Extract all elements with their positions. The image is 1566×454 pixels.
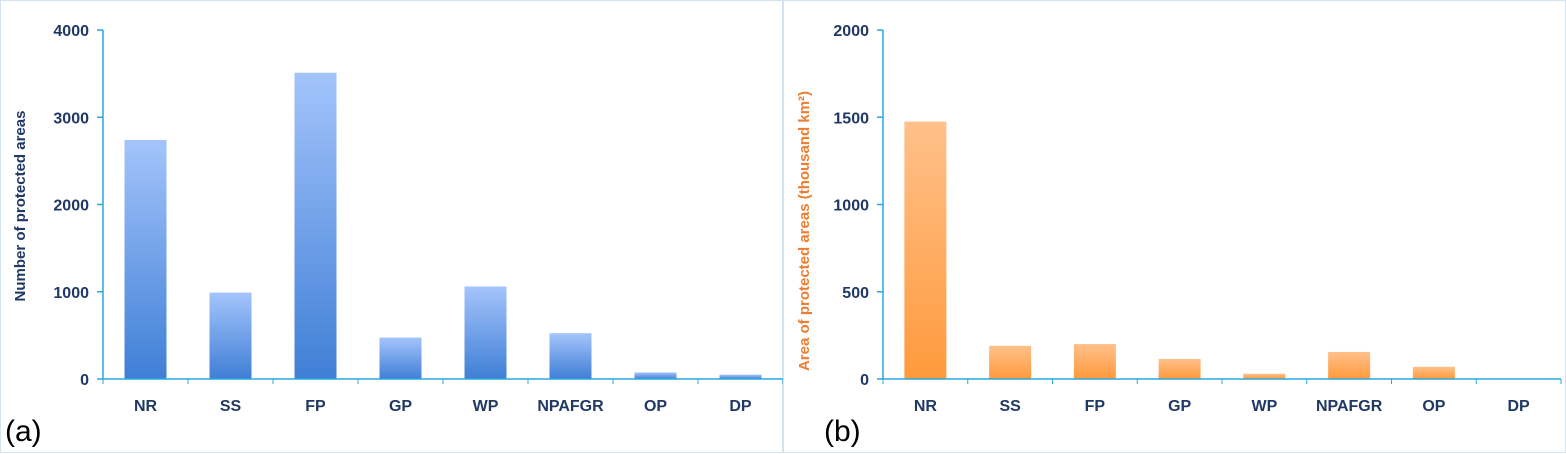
y-tick-label: 1000 — [833, 198, 869, 215]
x-tick-label: NPAFGR — [537, 398, 604, 415]
x-tick-label: NPAFGR — [1316, 398, 1383, 415]
bar-nr — [124, 139, 167, 379]
x-tick-label: NR — [914, 398, 938, 415]
bar-op — [634, 372, 677, 379]
x-tick-label: FP — [305, 398, 326, 415]
bar-wp — [1243, 373, 1286, 379]
chart-panel-b: NR SS FP GP WP NPAFGR OP DP 0 500 1000 1500 2000 Are… — [783, 0, 1566, 453]
x-tick-label: DP — [1508, 398, 1531, 415]
y-tick-label: 2000 — [53, 198, 89, 215]
bar-wp — [464, 286, 507, 379]
bar-npafgr — [1328, 351, 1371, 379]
bar-fp — [1073, 344, 1116, 379]
bar-npafgr — [549, 333, 592, 379]
bar-ss — [209, 292, 252, 379]
bar-gp — [379, 337, 422, 379]
bar-fp — [294, 72, 337, 379]
x-tick-label: OP — [644, 398, 667, 415]
x-tick-label: WP — [1251, 398, 1277, 415]
x-tick-label: SS — [999, 398, 1021, 415]
y-tick-label: 1500 — [833, 110, 869, 127]
y-tick-label: 2000 — [833, 23, 869, 40]
bar-gp — [1158, 358, 1201, 379]
bar-op — [1412, 366, 1455, 379]
x-tick-label: OP — [1422, 398, 1445, 415]
x-tick-label: SS — [220, 398, 242, 415]
x-tick-label: DP — [729, 398, 752, 415]
bar-dp — [719, 374, 762, 379]
chart-panel-a: NR SS FP GP WP NPAFGR OP DP 0 1000 2000 3000 4000 Nu… — [0, 0, 784, 453]
y-tick-label: 500 — [842, 285, 869, 302]
y-tick-label: 0 — [80, 372, 89, 389]
y-axis-label-a: Number of protected areas — [12, 111, 29, 302]
x-tick-label: GP — [1168, 398, 1191, 415]
panel-label-a: (a) — [5, 415, 42, 448]
x-tick-label: WP — [473, 398, 499, 415]
y-tick-label: 3000 — [53, 110, 89, 127]
panel-label-b: (b) — [824, 415, 861, 448]
y-tick-label: 0 — [860, 372, 869, 389]
bar-nr — [904, 121, 947, 380]
chart-a-svg: NR SS FP GP WP NPAFGR OP DP 0 1000 2000 3000 4000 Nu… — [5, 23, 784, 448]
chart-b-svg: NR SS FP GP WP NPAFGR OP DP 0 500 1000 1500 2000 Are… — [796, 23, 1562, 448]
y-tick-label: 1000 — [53, 285, 89, 302]
x-tick-label: FP — [1085, 398, 1106, 415]
y-tick-label: 4000 — [53, 23, 89, 40]
x-tick-label: GP — [389, 398, 412, 415]
bar-ss — [989, 345, 1032, 379]
x-tick-label: NR — [134, 398, 158, 415]
y-axis-label-b: Area of protected areas (thousand km²) — [796, 91, 813, 371]
